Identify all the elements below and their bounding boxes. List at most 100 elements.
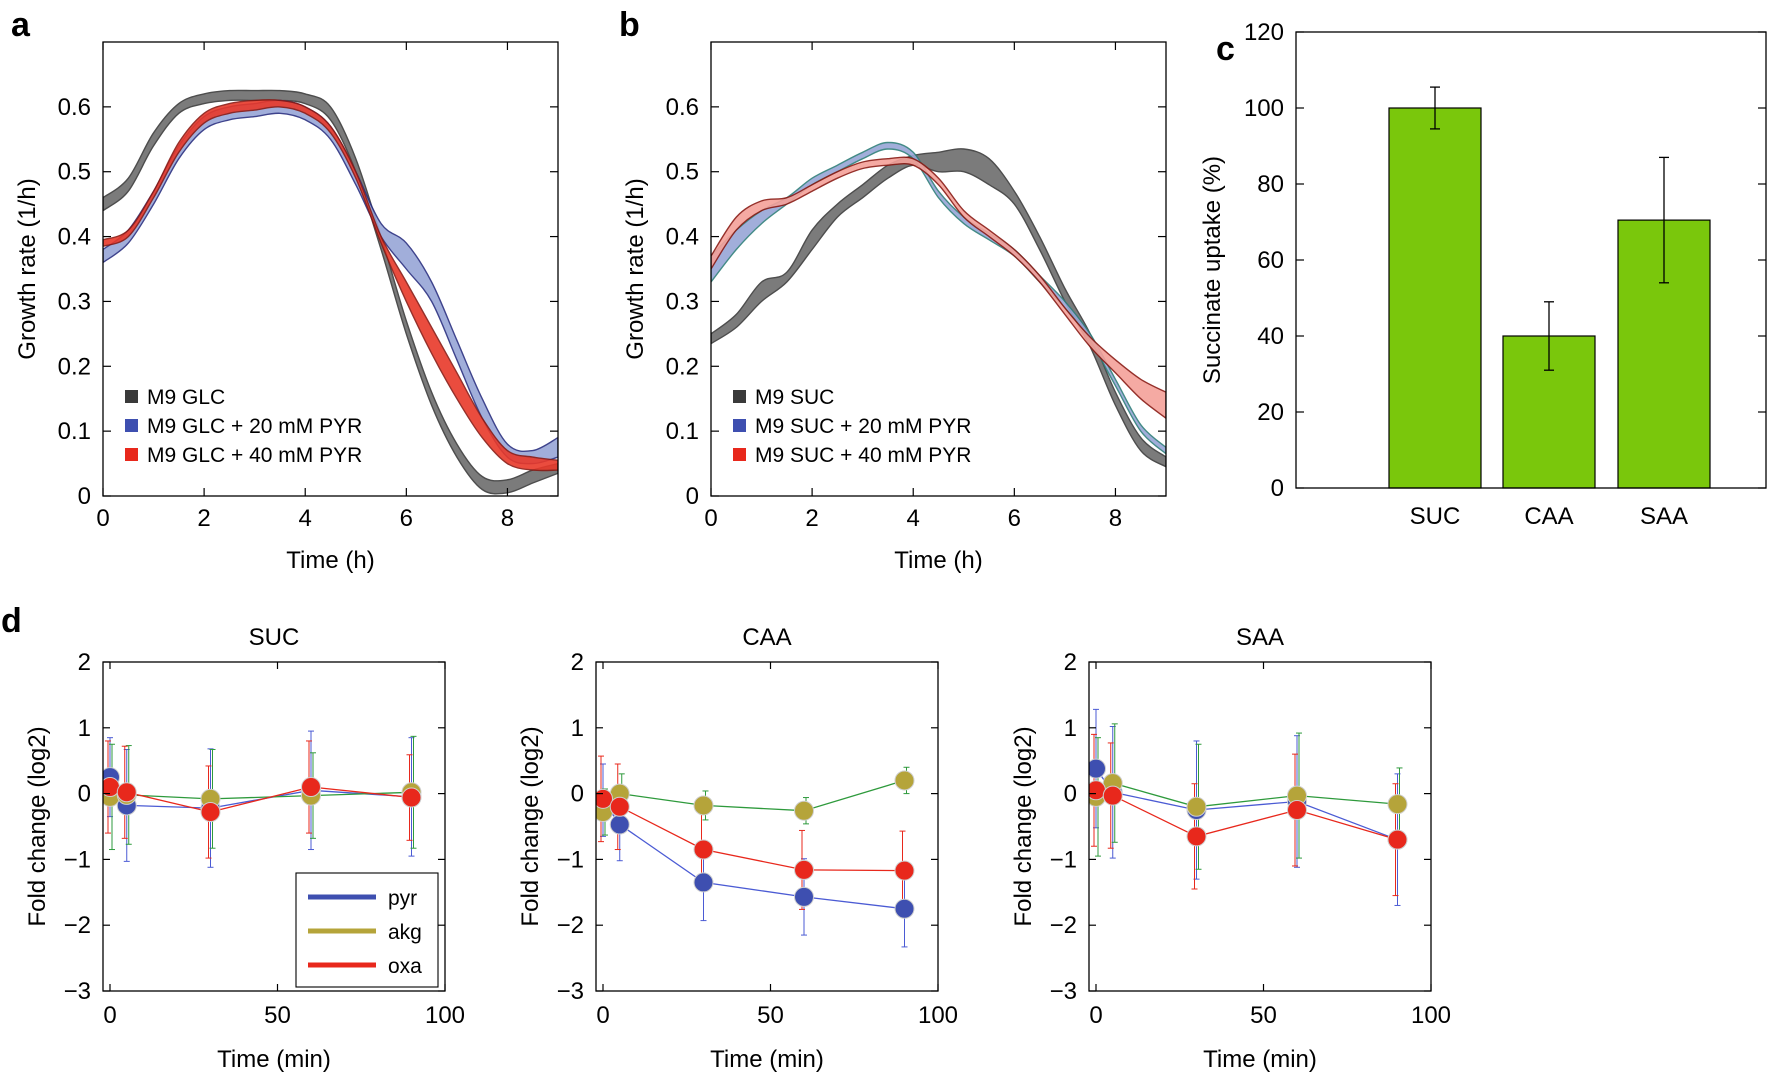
category-label: SAA <box>1640 503 1688 530</box>
x-tick-label: 2 <box>805 505 818 532</box>
axis-box <box>710 41 1167 497</box>
marker-akg <box>1186 796 1207 817</box>
marker-oxa <box>609 796 630 817</box>
plot-area <box>103 730 422 868</box>
x-axis-label: Time (min) <box>1203 1046 1317 1073</box>
x-axis-label: Time (min) <box>710 1046 824 1073</box>
bar-suc <box>1388 107 1482 489</box>
x-axis-label: Time (h) <box>286 547 374 574</box>
y-tick-label: 2 <box>78 649 91 676</box>
x-tick-label: 0 <box>1089 1002 1102 1029</box>
series-line-akg <box>1095 782 1398 808</box>
marker-oxa <box>1387 829 1408 850</box>
y-axis-label: Fold change (log2) <box>1010 726 1037 926</box>
y-tick-label: −1 <box>1050 846 1077 873</box>
y-tick-label: 60 <box>1257 247 1284 274</box>
panel-label: d <box>1 602 22 640</box>
band-blue-series1 <box>711 141 1166 455</box>
legend-swatch <box>125 448 138 461</box>
y-tick-label: 0 <box>686 483 699 510</box>
marker-pyr <box>1089 758 1106 779</box>
x-axis-label: Time (h) <box>894 547 982 574</box>
y-axis-label: Fold change (log2) <box>24 726 51 926</box>
legend: M9 GLC M9 GLC + 20 mM PYR M9 GLC + 40 mM P… <box>125 386 362 467</box>
y-tick-label: 0.6 <box>58 94 91 121</box>
band-red-series2 <box>103 99 558 472</box>
marker-akg <box>794 800 814 821</box>
legend-swatch <box>733 419 746 432</box>
marker-oxa <box>1102 785 1123 806</box>
x-tick-label: 2 <box>197 505 210 532</box>
axis-box <box>1088 661 1432 992</box>
y-axis-label: Growth rate (1/h) <box>14 178 41 359</box>
y-tick-label: 120 <box>1244 19 1284 46</box>
y-tick-label: 1 <box>571 715 584 742</box>
plot-area <box>711 141 1166 468</box>
y-tick-label: 0.3 <box>58 288 91 315</box>
series-line-akg <box>602 779 905 813</box>
marker-pyr <box>894 898 915 919</box>
y-tick-label: 2 <box>1064 649 1077 676</box>
y-tick-label: 0.1 <box>58 418 91 445</box>
legend-swatch <box>125 419 138 432</box>
legend-label: akg <box>388 921 422 944</box>
y-tick-label: 0.2 <box>58 353 91 380</box>
panel-a: 0 2 4 6 8 0 0.1 0.2 0.3 0.4 0.5 0.6 Time (h) Growth r… <box>11 6 559 574</box>
panel-title: SAA <box>1236 624 1284 651</box>
x-tick-label: 0 <box>103 1002 116 1029</box>
y-tick-label: 0.6 <box>666 94 699 121</box>
y-tick-label: 20 <box>1257 399 1284 426</box>
y-tick-label: 0.2 <box>666 353 699 380</box>
y-tick-label: −2 <box>1050 912 1077 939</box>
marker-pyr <box>794 886 814 907</box>
x-tick-label: 50 <box>757 1002 784 1029</box>
category-label: CAA <box>1524 503 1573 530</box>
series-line-pyr <box>1095 768 1398 841</box>
marker-oxa <box>116 782 137 803</box>
marker-oxa <box>200 802 221 823</box>
y-tick-label: −2 <box>557 912 584 939</box>
y-tick-label: 0.5 <box>58 159 91 186</box>
y-tick-label: −3 <box>557 978 584 1005</box>
band-red-series2 <box>711 156 1166 420</box>
panel-label: c <box>1216 30 1235 68</box>
marker-akg <box>1387 794 1408 815</box>
panel-d2: 0 50 100 −3 −2 −1 0 1 2 CAA Time (min) Fold change … <box>517 624 958 1073</box>
marker-oxa <box>894 860 915 881</box>
y-tick-label: 1 <box>1064 715 1077 742</box>
x-tick-label: 100 <box>1411 1002 1451 1029</box>
panel-title: SUC <box>249 624 300 651</box>
y-tick-label: −3 <box>1050 978 1077 1005</box>
marker-oxa <box>693 839 714 860</box>
y-tick-label: −3 <box>64 978 91 1005</box>
panel-title: CAA <box>742 624 791 651</box>
x-tick-label: 6 <box>400 505 413 532</box>
x-tick-label: 0 <box>596 1002 609 1029</box>
panel-d3: 0 50 100 −3 −2 −1 0 1 2 SAA Time (min) Fold change … <box>1010 624 1451 1073</box>
x-tick-label: 8 <box>501 505 514 532</box>
x-tick-label: 4 <box>299 505 312 532</box>
y-tick-label: 0 <box>1271 475 1284 502</box>
y-axis-label: Succinate uptake (%) <box>1199 156 1226 384</box>
x-tick-label: 0 <box>704 505 717 532</box>
marker-pyr <box>609 814 630 835</box>
panel-label: b <box>619 6 640 44</box>
y-tick-label: 0 <box>78 781 91 808</box>
x-tick-label: 0 <box>96 505 109 532</box>
legend-label: M9 GLC + 20 mM PYR <box>147 415 362 438</box>
y-tick-label: −1 <box>64 846 91 873</box>
x-axis-label: Time (min) <box>217 1046 331 1073</box>
y-tick-label: −2 <box>64 912 91 939</box>
legend-label: pyr <box>388 887 417 910</box>
marker-oxa <box>1186 826 1207 847</box>
y-tick-label: 80 <box>1257 171 1284 198</box>
y-tick-label: 0.1 <box>666 418 699 445</box>
axis-box <box>102 41 559 497</box>
marker-akg <box>894 770 915 791</box>
legend-label: M9 SUC <box>755 386 834 409</box>
marker-akg <box>693 795 714 816</box>
y-tick-label: 40 <box>1257 323 1284 350</box>
y-tick-label: 0 <box>1064 781 1077 808</box>
plot-area <box>103 89 558 495</box>
